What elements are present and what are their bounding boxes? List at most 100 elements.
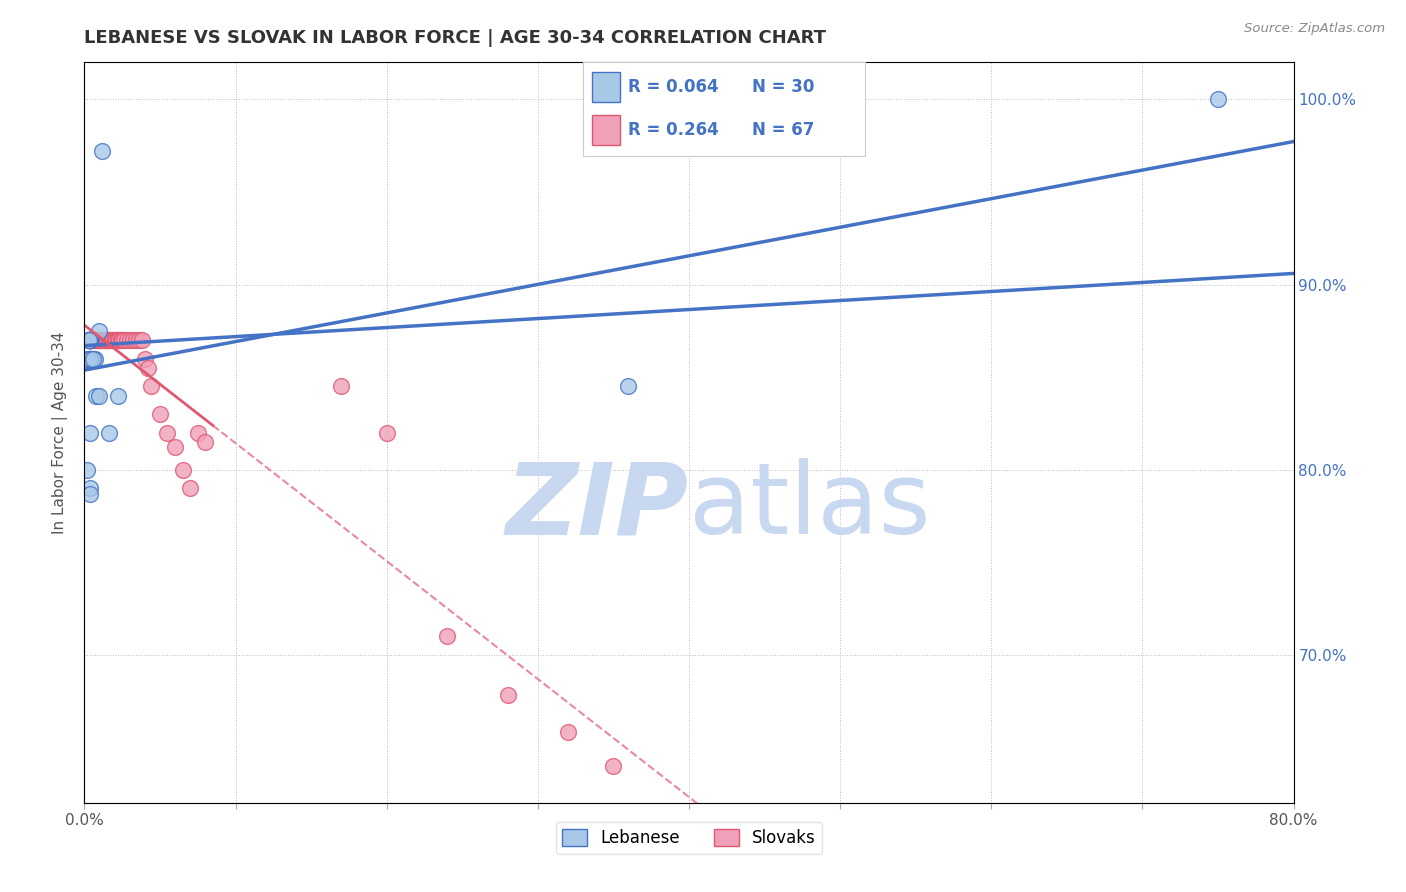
Point xyxy=(98,333,121,347)
Point xyxy=(79,486,101,500)
Point xyxy=(84,333,107,347)
Point xyxy=(136,360,159,375)
Text: R = 0.064: R = 0.064 xyxy=(628,78,718,95)
Point xyxy=(111,333,134,347)
Point xyxy=(82,333,104,347)
Point xyxy=(77,333,100,347)
Point xyxy=(91,145,114,159)
Point xyxy=(80,351,103,366)
Point xyxy=(76,351,98,366)
Point xyxy=(330,379,353,393)
Point xyxy=(79,333,101,347)
Point xyxy=(97,333,120,347)
Text: ZIP: ZIP xyxy=(506,458,689,555)
Point xyxy=(84,333,107,347)
Point xyxy=(118,333,141,347)
Point xyxy=(93,333,115,347)
Point xyxy=(125,333,148,347)
Point xyxy=(77,333,100,347)
Point xyxy=(79,333,101,347)
Point xyxy=(557,725,579,739)
Point xyxy=(187,425,209,440)
Point xyxy=(121,333,143,347)
Point xyxy=(112,333,135,347)
Point xyxy=(79,333,101,347)
Point xyxy=(77,333,100,347)
Point xyxy=(105,333,128,347)
Point xyxy=(96,333,118,347)
Point xyxy=(82,333,104,347)
Point xyxy=(96,333,118,347)
Point xyxy=(77,333,100,347)
Point xyxy=(375,425,398,440)
Point xyxy=(94,333,117,347)
Text: Source: ZipAtlas.com: Source: ZipAtlas.com xyxy=(1244,22,1385,36)
Point xyxy=(86,388,108,402)
Point xyxy=(107,388,129,402)
Point xyxy=(104,333,127,347)
Point xyxy=(79,333,101,347)
Point xyxy=(115,333,138,347)
Point xyxy=(87,333,110,347)
Point xyxy=(108,333,131,347)
Point xyxy=(79,333,101,347)
Text: N = 30: N = 30 xyxy=(752,78,814,95)
Text: LEBANESE VS SLOVAK IN LABOR FORCE | AGE 30-34 CORRELATION CHART: LEBANESE VS SLOVAK IN LABOR FORCE | AGE … xyxy=(84,29,827,47)
Point xyxy=(79,333,101,347)
Point xyxy=(84,351,107,366)
Point xyxy=(77,333,100,347)
Point xyxy=(79,333,101,347)
Point xyxy=(79,333,101,347)
Point xyxy=(90,333,112,347)
Point xyxy=(100,333,122,347)
Point xyxy=(79,333,101,347)
Point xyxy=(79,333,101,347)
Point xyxy=(496,689,519,703)
Point xyxy=(107,333,129,347)
Point xyxy=(617,379,640,393)
Text: R = 0.264: R = 0.264 xyxy=(628,121,720,139)
Point xyxy=(110,333,132,347)
Text: atlas: atlas xyxy=(689,458,931,555)
Point xyxy=(79,481,101,495)
Point xyxy=(79,425,101,440)
Point xyxy=(194,434,217,449)
Point xyxy=(86,333,108,347)
Point xyxy=(89,324,111,338)
Point xyxy=(79,351,101,366)
Point xyxy=(139,379,162,393)
Point xyxy=(89,388,111,402)
Point xyxy=(179,481,201,495)
Point xyxy=(93,333,115,347)
FancyBboxPatch shape xyxy=(592,72,620,102)
Point xyxy=(79,333,101,347)
Point xyxy=(97,333,120,347)
Point xyxy=(82,351,104,366)
Text: N = 67: N = 67 xyxy=(752,121,814,139)
Point xyxy=(107,333,129,347)
Point xyxy=(128,333,150,347)
Point xyxy=(1206,92,1229,106)
Point xyxy=(131,333,153,347)
Point xyxy=(79,351,101,366)
Point xyxy=(94,333,117,347)
Legend: Lebanese, Slovaks: Lebanese, Slovaks xyxy=(555,822,823,854)
Point xyxy=(134,351,156,366)
Point xyxy=(77,333,100,347)
Point xyxy=(91,333,114,347)
Point xyxy=(172,462,194,476)
Point xyxy=(89,333,111,347)
Point xyxy=(96,333,118,347)
Point xyxy=(149,407,172,421)
Point xyxy=(111,333,134,347)
Point xyxy=(79,333,101,347)
Point xyxy=(79,333,101,347)
Point xyxy=(602,758,624,772)
Point xyxy=(100,333,122,347)
Point xyxy=(79,351,101,366)
Point xyxy=(97,425,120,440)
Point xyxy=(89,333,111,347)
Point xyxy=(101,333,124,347)
Y-axis label: In Labor Force | Age 30-34: In Labor Force | Age 30-34 xyxy=(52,331,69,534)
Point xyxy=(436,629,458,643)
